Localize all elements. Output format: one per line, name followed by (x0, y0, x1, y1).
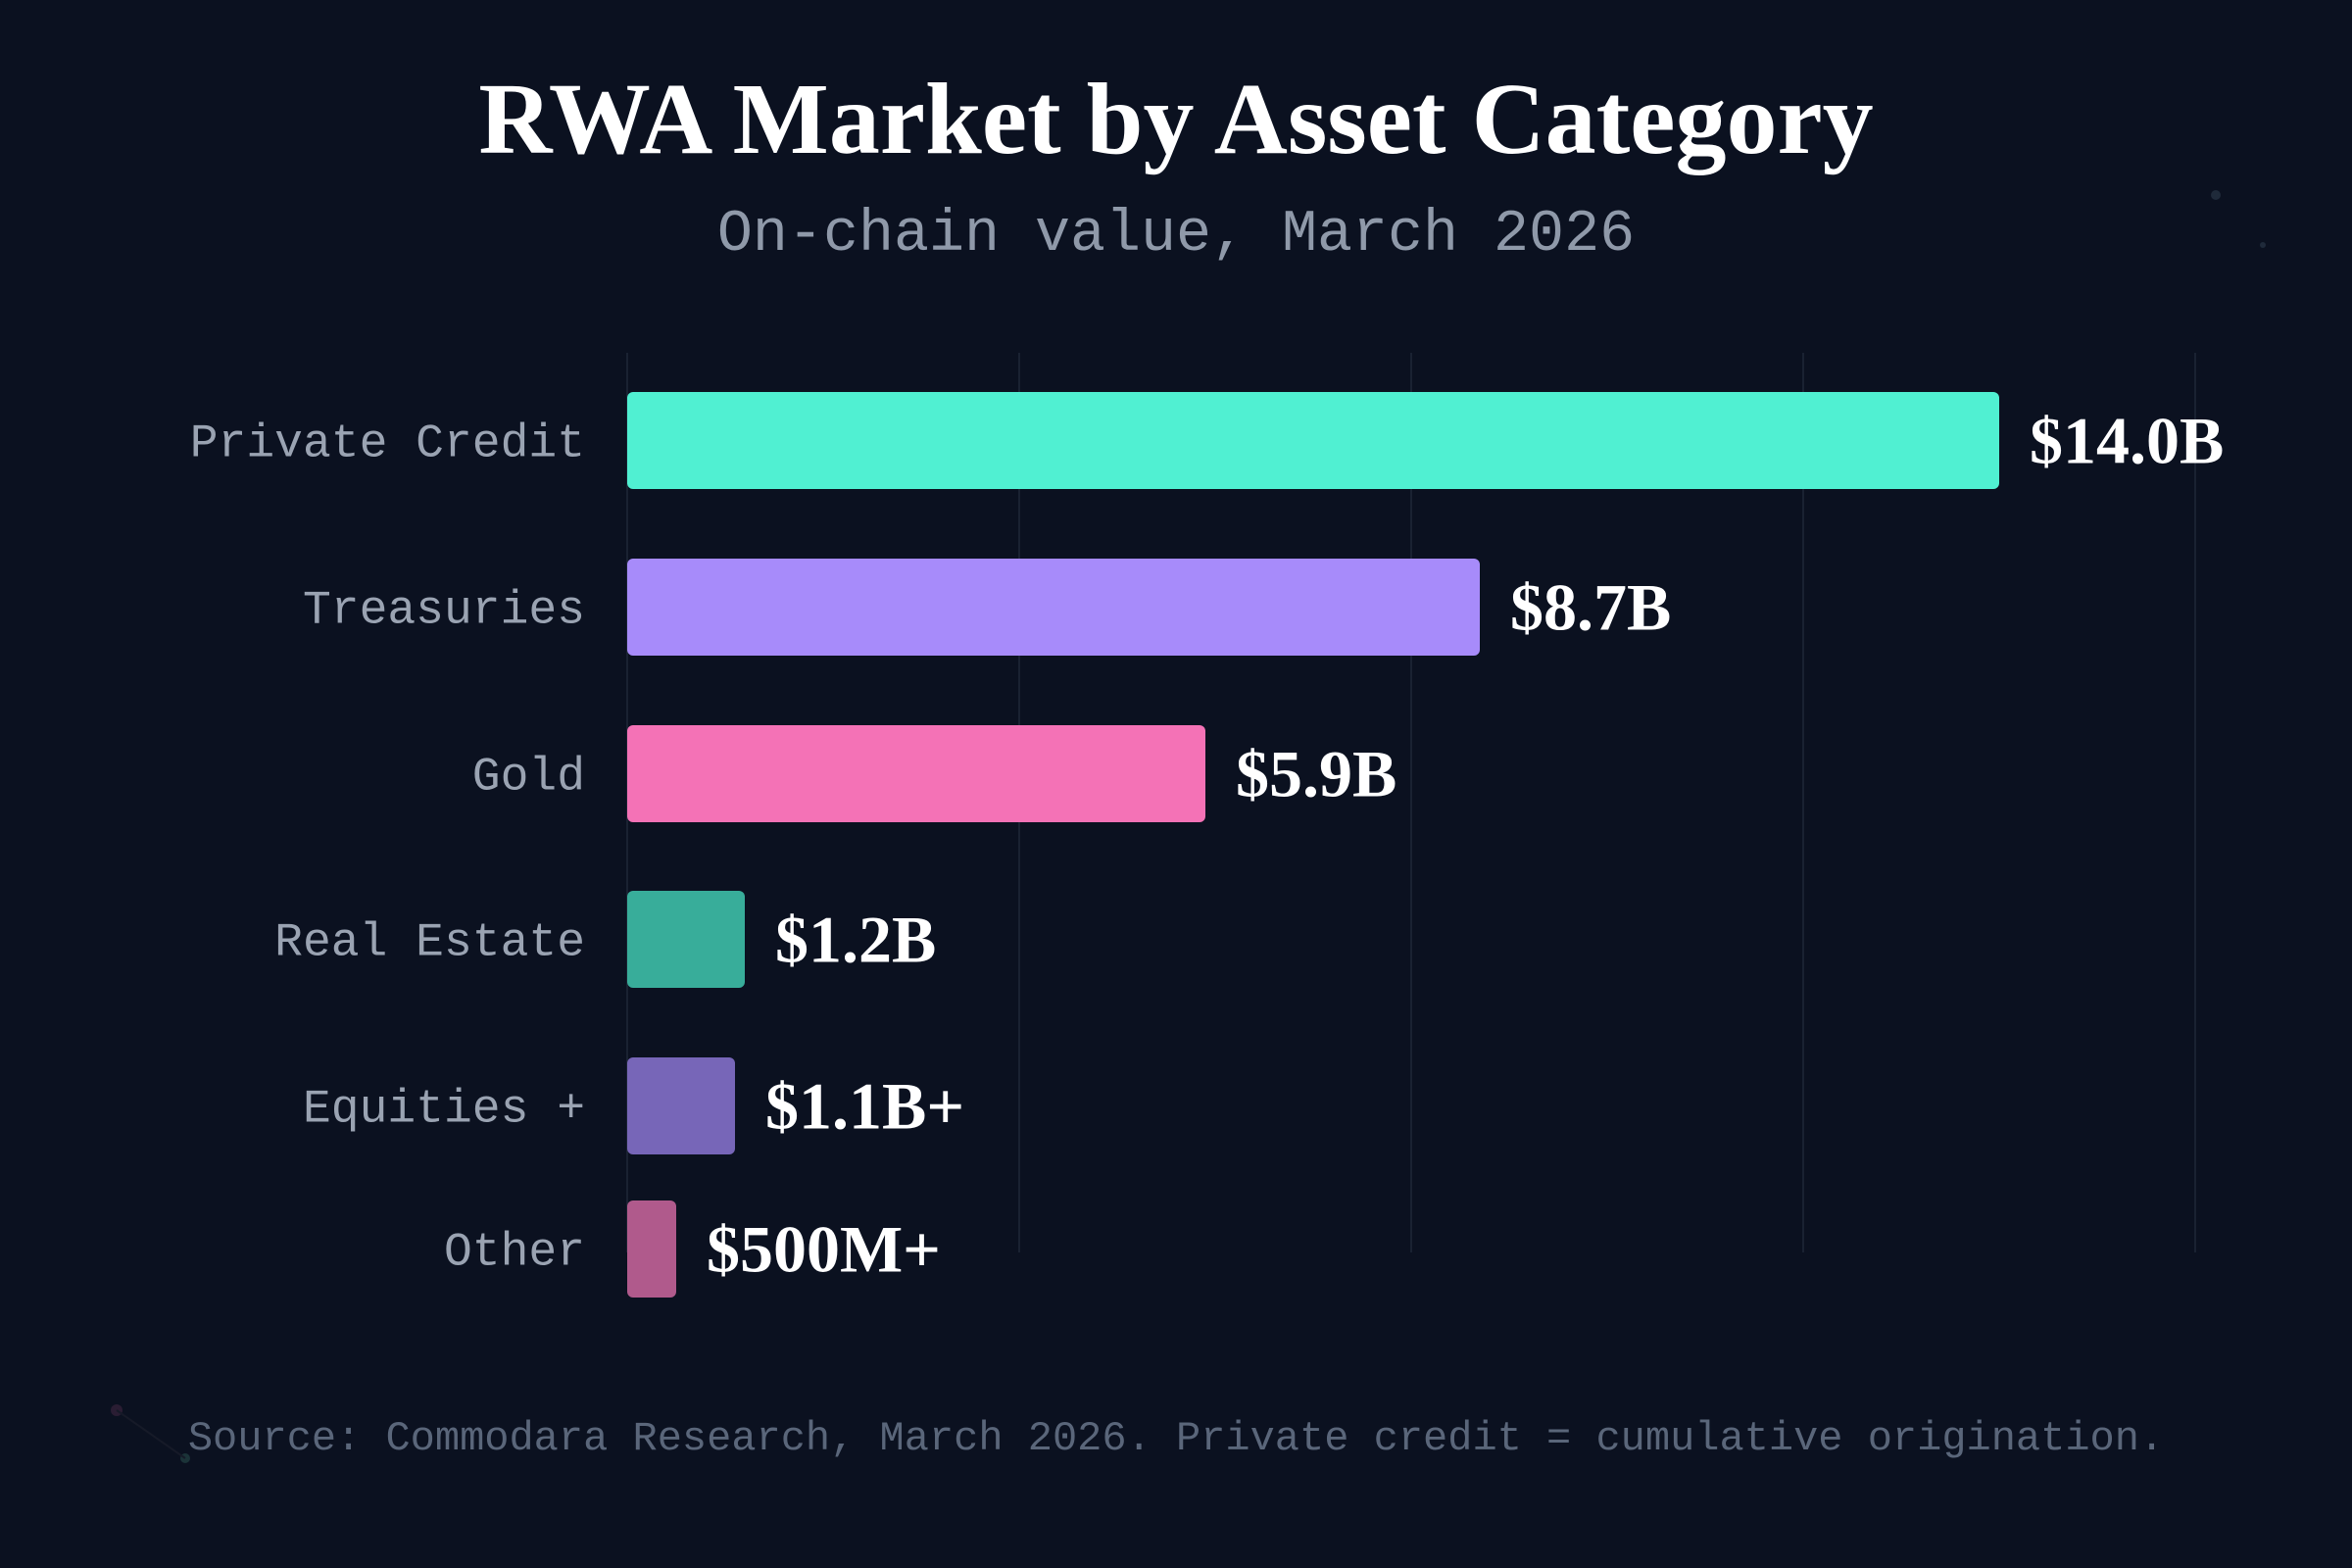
decorative-line (116, 1409, 186, 1459)
bar-private-credit (627, 392, 1999, 489)
value-label: $14.0B (2030, 404, 2224, 478)
decorative-dot (2260, 242, 2266, 248)
value-label: $8.7B (1510, 570, 1671, 645)
value-label: $5.9B (1236, 737, 1396, 811)
bar-gold (627, 725, 1205, 822)
category-label: Private Credit (190, 418, 585, 471)
category-label: Equities + (303, 1084, 585, 1137)
category-label: Treasuries (303, 585, 585, 638)
chart-title: RWA Market by Asset Category (478, 63, 1874, 175)
source-footnote: Source: Commodara Research, March 2026. … (187, 1415, 2165, 1462)
category-label: Other (444, 1227, 585, 1280)
bar-real-estate (627, 891, 745, 988)
chart-subtitle: On-chain value, March 2026 (716, 202, 1636, 269)
bar-treasuries (627, 559, 1480, 656)
category-label: Gold (472, 752, 585, 805)
value-label: $500M+ (707, 1212, 941, 1287)
bar-equities (627, 1057, 735, 1154)
category-label: Real Estate (274, 917, 585, 970)
value-label: $1.1B+ (765, 1069, 964, 1144)
value-label: $1.2B (775, 903, 936, 977)
bar-other (627, 1200, 676, 1298)
decorative-dot (2211, 190, 2221, 200)
